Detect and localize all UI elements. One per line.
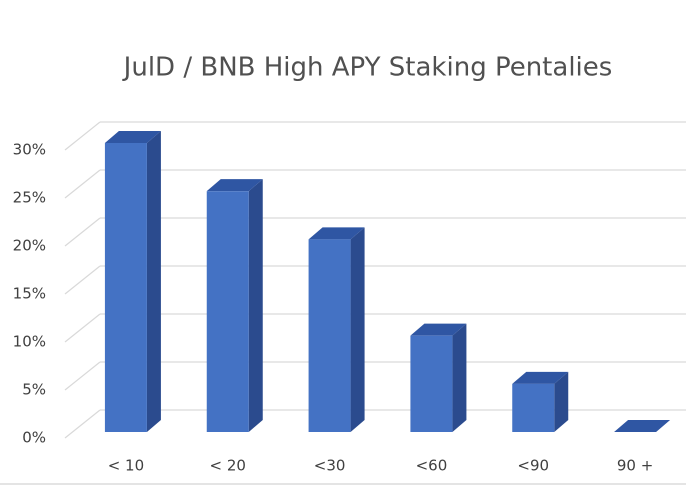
bar-front (308, 239, 351, 432)
grid-line-depth (64, 313, 101, 343)
bar (614, 420, 671, 432)
x-tick-label: < 20 (210, 457, 246, 475)
bar-top (308, 227, 365, 240)
y-tick-label: 10% (13, 333, 46, 351)
bar-front (206, 191, 249, 432)
bar (308, 227, 365, 432)
grid-line (64, 265, 686, 295)
bar-top (614, 420, 671, 432)
bar-side (350, 227, 365, 432)
grid-line (64, 313, 686, 343)
y-tick-label: 0% (22, 429, 46, 447)
grid-line (64, 217, 686, 247)
chart-title: JulD / BNB High APY Staking Pentalies (122, 53, 613, 83)
x-tick-label: <30 (314, 457, 346, 475)
grid-line (64, 361, 686, 391)
y-tick-label: 30% (13, 141, 46, 159)
x-tick-label: <60 (416, 457, 448, 475)
bar-side (146, 131, 161, 432)
grid-line-depth (64, 217, 101, 247)
bar-front (104, 143, 147, 432)
bar-side (248, 179, 263, 432)
bar (206, 179, 263, 432)
bar-top (206, 179, 263, 192)
grid-line-depth (64, 121, 101, 151)
grid-line (64, 169, 686, 199)
bar (410, 323, 467, 432)
x-tick-label: < 10 (108, 457, 144, 475)
grid-line-depth (64, 265, 101, 295)
bar (104, 131, 161, 432)
y-tick-label: 25% (13, 189, 46, 207)
bar-top (512, 371, 569, 384)
grid-line-depth (64, 169, 101, 199)
bar (512, 371, 569, 432)
grid-line (64, 409, 686, 439)
y-tick-label: 5% (22, 381, 46, 399)
x-tick-label: <90 (517, 457, 549, 475)
grid-line-depth (64, 361, 101, 391)
y-tick-label: 20% (13, 237, 46, 255)
x-tick-label: 90 + (617, 457, 653, 475)
bar-side (452, 323, 467, 432)
grid-line-depth (64, 409, 101, 439)
bar-top (104, 131, 161, 143)
bar-top (410, 323, 467, 336)
bar-side (554, 371, 569, 432)
y-tick-label: 15% (13, 285, 46, 303)
grid-line (64, 121, 686, 151)
bar-front (512, 383, 555, 432)
bar-front (410, 335, 453, 432)
